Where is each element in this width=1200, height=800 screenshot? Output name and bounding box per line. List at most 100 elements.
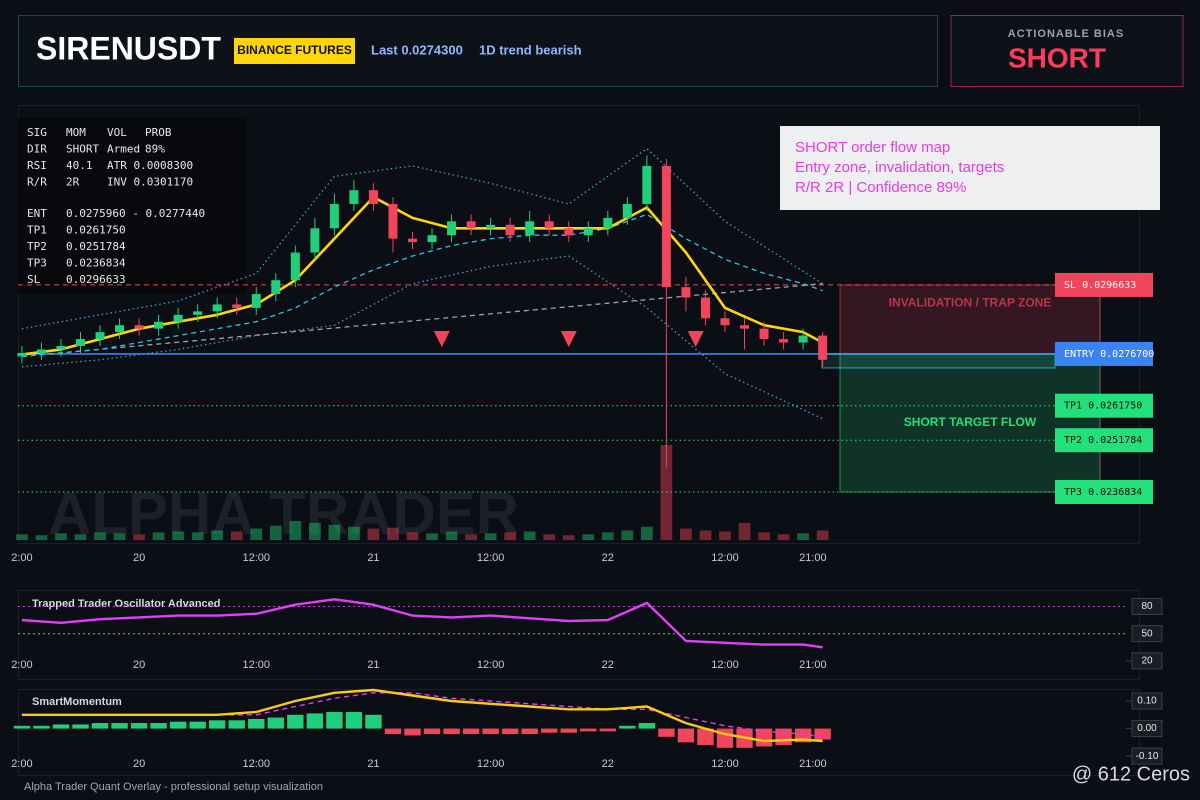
volume-bar xyxy=(269,525,282,540)
x-tick-label: 12:00 xyxy=(477,659,505,671)
candle-body xyxy=(271,280,281,295)
info-cell: PROB xyxy=(145,126,172,139)
y-tick-box xyxy=(1131,692,1163,710)
info-cell: VOL xyxy=(107,126,127,139)
note-line: R/R 2R | Confidence 89% xyxy=(795,179,966,196)
volume-bar xyxy=(172,531,185,540)
symbol: SIRENUSDT xyxy=(36,30,221,66)
entry-band xyxy=(821,353,1056,369)
y-tick-label: 80 xyxy=(1141,601,1153,612)
panel-title: Trapped Trader Oscillator Advanced xyxy=(32,598,221,610)
volume-bar xyxy=(113,533,126,540)
level-label: TP1 0.0261750 xyxy=(1064,401,1142,412)
oscillator-panel xyxy=(18,590,1140,680)
candle xyxy=(154,314,164,336)
info-cell: SIG xyxy=(27,126,47,139)
candle-body xyxy=(505,224,515,236)
volume-bar xyxy=(816,530,829,540)
histogram-bar xyxy=(482,728,499,735)
level-name: TP2 xyxy=(1064,435,1082,446)
histogram-bar xyxy=(52,724,70,729)
candle-body xyxy=(818,335,828,360)
charts: 2:00 20 12:00 21 12:00 22 12:00 21:00 INVALIDATI… xyxy=(11,147,1163,770)
candle-body xyxy=(232,304,242,308)
x-tick-label: 20 xyxy=(133,659,145,671)
bias-label: ACTIONABLE BIAS xyxy=(1008,28,1124,40)
series-line xyxy=(21,598,823,649)
histogram-bar xyxy=(814,728,831,740)
candle xyxy=(798,328,808,350)
info-cell: 89% xyxy=(145,143,165,156)
y-tick-label: 0.10 xyxy=(1137,696,1157,707)
candle-body xyxy=(486,224,496,229)
volume-bar xyxy=(582,534,595,540)
candle-body xyxy=(95,332,105,340)
sell-signal xyxy=(687,331,704,348)
volume-bar xyxy=(289,521,302,540)
volume-bar xyxy=(387,527,399,540)
candle-body xyxy=(75,339,85,346)
zone xyxy=(839,353,1101,493)
candle-body xyxy=(212,304,222,312)
histogram-bar xyxy=(169,721,187,729)
candle xyxy=(310,217,320,260)
volume-bar xyxy=(777,534,790,540)
volume-bar xyxy=(230,531,243,540)
volume-bar xyxy=(328,524,341,540)
histogram-bar xyxy=(521,728,538,735)
histogram-bar xyxy=(111,723,128,729)
level-box xyxy=(1055,341,1153,366)
info-background xyxy=(18,118,246,294)
candle-body xyxy=(700,297,710,319)
histogram-bar xyxy=(560,728,577,733)
info-cell: 0.0251784 xyxy=(66,240,126,253)
candle-body xyxy=(661,165,671,288)
line-chart: 2:00 20 12:00 21 12:00 22 12:00 21:00 Trapped Tr… xyxy=(11,598,1163,671)
candle-body xyxy=(251,294,261,308)
volume-bar xyxy=(367,528,380,540)
candle-body xyxy=(36,349,46,353)
x-tick-label: 22 xyxy=(602,659,614,671)
volume-bar xyxy=(250,528,263,540)
volume-bar xyxy=(16,534,28,540)
series-line xyxy=(21,688,823,743)
candle-body xyxy=(290,252,300,281)
x-tick-label: 12:00 xyxy=(477,552,505,564)
histogram-bar xyxy=(404,728,421,736)
candle xyxy=(349,179,359,211)
volume-bar xyxy=(738,522,751,540)
candle-body xyxy=(779,339,789,343)
y-tick-box xyxy=(1131,720,1163,738)
candle xyxy=(368,183,378,211)
candle xyxy=(115,318,125,340)
histogram-bar xyxy=(501,728,519,735)
candle xyxy=(447,214,457,243)
volume-bar xyxy=(523,531,536,540)
candle-body xyxy=(564,228,574,236)
candle-body xyxy=(525,221,535,236)
candle-body xyxy=(368,190,378,205)
x-tick-label: 21:00 xyxy=(799,552,827,564)
y-tick-label: 0.00 xyxy=(1137,723,1157,734)
level-box xyxy=(1055,428,1153,453)
level-box xyxy=(1055,272,1153,297)
candle-body xyxy=(583,228,593,236)
candle xyxy=(388,197,398,253)
candle xyxy=(505,217,515,243)
candle xyxy=(486,217,496,236)
candle-body xyxy=(17,352,27,357)
candle xyxy=(56,339,66,357)
info-cell: R/R xyxy=(27,176,47,189)
candle xyxy=(642,155,652,211)
candle-body xyxy=(681,287,691,298)
level-price: 0.0251784 xyxy=(1088,435,1142,446)
candle xyxy=(75,332,85,353)
candle xyxy=(408,231,418,250)
histogram-bar xyxy=(345,712,363,729)
candle-body xyxy=(740,325,750,329)
level-price: 0.0296633 xyxy=(1082,280,1136,291)
candle-body xyxy=(56,345,66,350)
note-line: SHORT order flow map xyxy=(795,139,950,156)
candle-body xyxy=(544,221,554,229)
